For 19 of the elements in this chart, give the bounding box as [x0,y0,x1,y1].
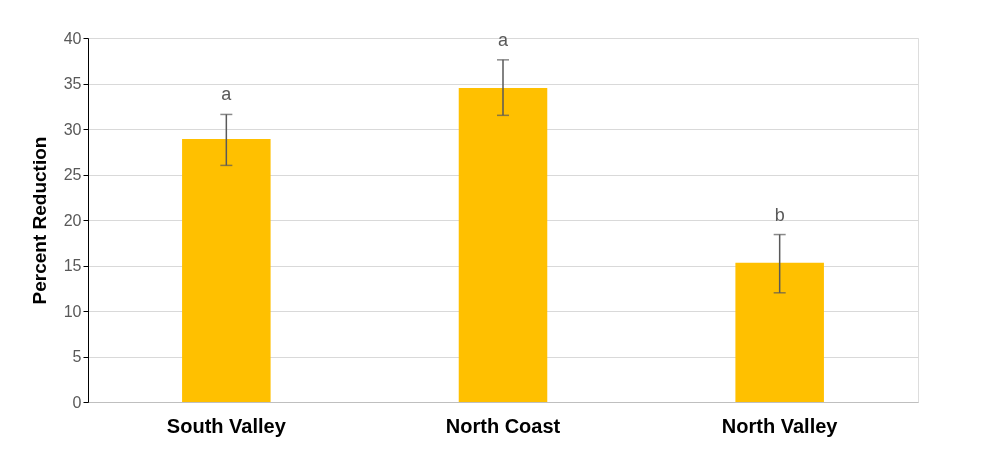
annotation: a [497,29,509,50]
bar [458,88,548,402]
bar [182,139,271,402]
y-tick-label: 40 [63,29,82,47]
y-tick-label: 35 [63,75,82,92]
y-tick-label: 15 [63,257,82,274]
y-tick-label: 30 [63,120,82,138]
y-axis-title: Percent Reduction [28,136,50,305]
bar [735,262,824,402]
y-tick-label: 10 [63,302,82,320]
annotation: a [221,84,233,105]
x-tick-label: South Valley [166,414,287,437]
y-tick-label: 5 [72,348,82,365]
x-tick-label: North Coast [445,414,561,437]
y-tick-label: 0 [72,393,82,411]
y-tick-label: 20 [63,211,82,229]
x-tick-label: North Valley [721,414,839,437]
y-tick-label: 25 [63,166,82,183]
annotation: b [774,204,785,225]
